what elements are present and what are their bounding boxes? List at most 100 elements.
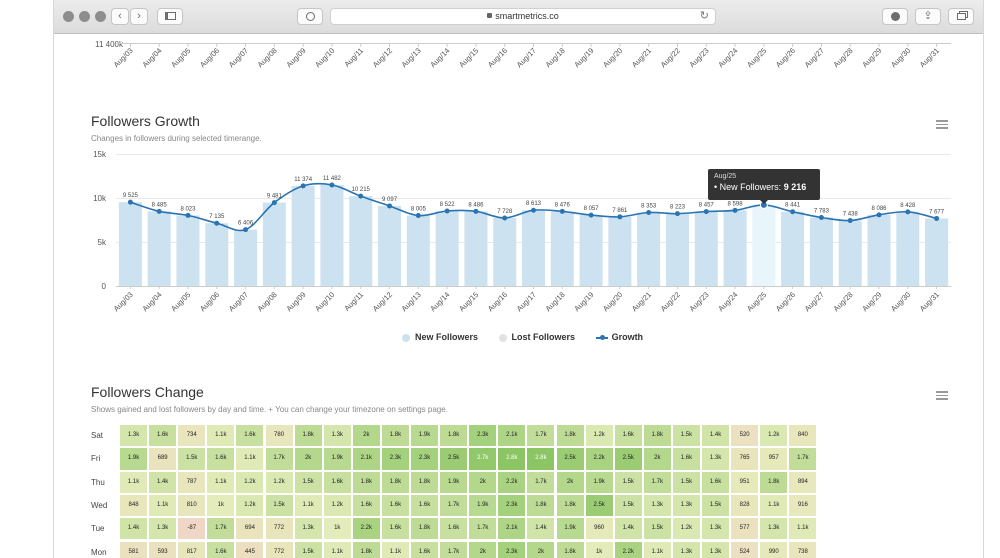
heatmap-cell[interactable]: 1.1k (119, 470, 149, 494)
bar-new-followers[interactable] (262, 202, 286, 286)
heatmap-cell[interactable]: 1.9k (555, 517, 585, 541)
bar-new-followers[interactable] (752, 204, 776, 286)
growth-point[interactable] (271, 200, 277, 206)
heatmap-cell[interactable]: 1.5k (264, 493, 294, 518)
heatmap-cell[interactable]: 1k (206, 493, 236, 518)
reload-icon[interactable]: ↻ (699, 10, 709, 22)
growth-point[interactable] (790, 209, 796, 215)
heatmap-cell[interactable]: 1.8k (642, 424, 672, 448)
growth-point[interactable] (617, 214, 623, 220)
legend-item-growth[interactable]: Growth (595, 332, 643, 342)
sidebar-button[interactable] (157, 8, 183, 25)
heatmap-cell[interactable]: 1.7k (439, 540, 469, 558)
heatmap-cell[interactable]: 689 (148, 447, 178, 471)
heatmap-cell[interactable]: 1.6k (380, 493, 410, 518)
bar-new-followers[interactable] (723, 210, 747, 286)
bar-new-followers[interactable] (464, 211, 488, 286)
growth-point[interactable] (674, 211, 680, 217)
heatmap-cell[interactable]: 2.7k (468, 447, 498, 471)
heatmap-cell[interactable]: 1.6k (701, 470, 731, 494)
growth-point[interactable] (934, 215, 940, 221)
heatmap-cell[interactable]: 772 (264, 517, 294, 541)
growth-point[interactable] (818, 215, 824, 221)
heatmap-cell[interactable]: 840 (788, 424, 818, 448)
growth-point[interactable] (588, 212, 594, 218)
heatmap-cell[interactable]: 828 (730, 493, 760, 518)
heatmap-cell[interactable]: 817 (177, 540, 207, 558)
heatmap-cell[interactable]: 1.1k (206, 424, 236, 448)
bar-new-followers[interactable] (234, 229, 258, 286)
heatmap-cell[interactable]: 1.5k (671, 470, 701, 494)
heatmap-cell[interactable]: 2.8k (526, 447, 556, 471)
heatmap-cell[interactable]: 738 (788, 540, 818, 558)
bar-new-followers[interactable] (925, 218, 949, 286)
heatmap-cell[interactable]: 1.8k (380, 470, 410, 494)
heatmap-cell[interactable]: 1.8k (526, 493, 556, 518)
heatmap-cell[interactable]: 1.8k (410, 470, 440, 494)
heatmap-cell[interactable]: 848 (119, 493, 149, 518)
heatmap-cell[interactable]: 1k (322, 517, 352, 541)
forward-button[interactable]: › (130, 8, 148, 25)
heatmap-cell[interactable]: 1.6k (148, 424, 178, 448)
privacy-report-button[interactable] (297, 8, 323, 25)
heatmap-cell[interactable]: 734 (177, 424, 207, 448)
heatmap-cell[interactable]: 1.2k (264, 470, 294, 494)
heatmap-cell[interactable]: 2.5k (555, 447, 585, 471)
heatmap-cell[interactable]: 1.4k (613, 517, 643, 541)
heatmap-cell[interactable]: 445 (235, 540, 265, 558)
heatmap-cell[interactable]: 2.5k (439, 447, 469, 471)
growth-point[interactable] (703, 209, 709, 215)
bar-new-followers[interactable] (176, 215, 200, 286)
growth-point[interactable] (876, 212, 882, 218)
heatmap-cell[interactable]: 1.6k (613, 424, 643, 448)
heatmap-cell[interactable]: 1.8k (555, 493, 585, 518)
heatmap-cell[interactable]: 1.9k (119, 447, 149, 471)
heatmap-cell[interactable]: 2k (526, 540, 556, 558)
heatmap-cell[interactable]: 951 (730, 470, 760, 494)
heatmap-cell[interactable]: 772 (264, 540, 294, 558)
heatmap-cell[interactable]: 1.3k (119, 424, 149, 448)
growth-point[interactable] (156, 208, 162, 214)
heatmap-cell[interactable]: 1.8k (351, 540, 381, 558)
heatmap-cell[interactable]: 1.3k (293, 517, 323, 541)
bar-new-followers[interactable] (838, 220, 862, 286)
heatmap-cell[interactable]: 765 (730, 447, 760, 471)
heatmap-cell[interactable]: 1.4k (526, 517, 556, 541)
bar-new-followers[interactable] (493, 217, 517, 286)
growth-point[interactable] (905, 209, 911, 215)
heatmap-cell[interactable]: 2.1k (497, 517, 527, 541)
minimize-window-button[interactable] (79, 11, 90, 22)
heatmap-cell[interactable]: 1.7k (264, 447, 294, 471)
heatmap-cell[interactable]: 1.5k (642, 517, 672, 541)
heatmap-cell[interactable]: 1.1k (206, 470, 236, 494)
heatmap-cell[interactable]: 1.3k (671, 540, 701, 558)
heatmap-cell[interactable]: 960 (584, 517, 614, 541)
bar-new-followers[interactable] (550, 211, 574, 286)
heatmap-cell[interactable]: 2.3k (497, 493, 527, 518)
heatmap-cell[interactable]: 1.1k (642, 540, 672, 558)
heatmap-cell[interactable]: 787 (177, 470, 207, 494)
heatmap-cell[interactable]: 916 (788, 493, 818, 518)
downloads-button[interactable] (882, 8, 908, 25)
heatmap-cell[interactable]: 2.3k (468, 424, 498, 448)
heatmap-cell[interactable]: 1.7k (468, 517, 498, 541)
growth-point[interactable] (502, 215, 508, 221)
heatmap-cell[interactable]: 780 (264, 424, 294, 448)
bar-new-followers[interactable] (147, 211, 171, 286)
heatmap-cell[interactable]: 1.6k (206, 447, 236, 471)
heatmap-cell[interactable]: 1.5k (177, 447, 207, 471)
heatmap-cell[interactable]: 1.3k (701, 447, 731, 471)
tabs-overview-button[interactable] (948, 8, 974, 25)
heatmap-cell[interactable]: 2k (468, 470, 498, 494)
heatmap-cell[interactable]: 1.1k (759, 493, 789, 518)
heatmap-cell[interactable]: 577 (730, 517, 760, 541)
heatmap-cell[interactable]: 1.7k (642, 470, 672, 494)
heatmap-cell[interactable]: 2k (642, 447, 672, 471)
heatmap-cell[interactable]: 2.3k (410, 447, 440, 471)
bar-new-followers[interactable] (781, 211, 805, 286)
heatmap-cell[interactable]: 1.7k (439, 493, 469, 518)
heatmap-cell[interactable]: 1.3k (701, 517, 731, 541)
heatmap-cell[interactable]: 1.3k (642, 493, 672, 518)
heatmap-cell[interactable]: 2.3k (380, 447, 410, 471)
heatmap-cell[interactable]: 957 (759, 447, 789, 471)
